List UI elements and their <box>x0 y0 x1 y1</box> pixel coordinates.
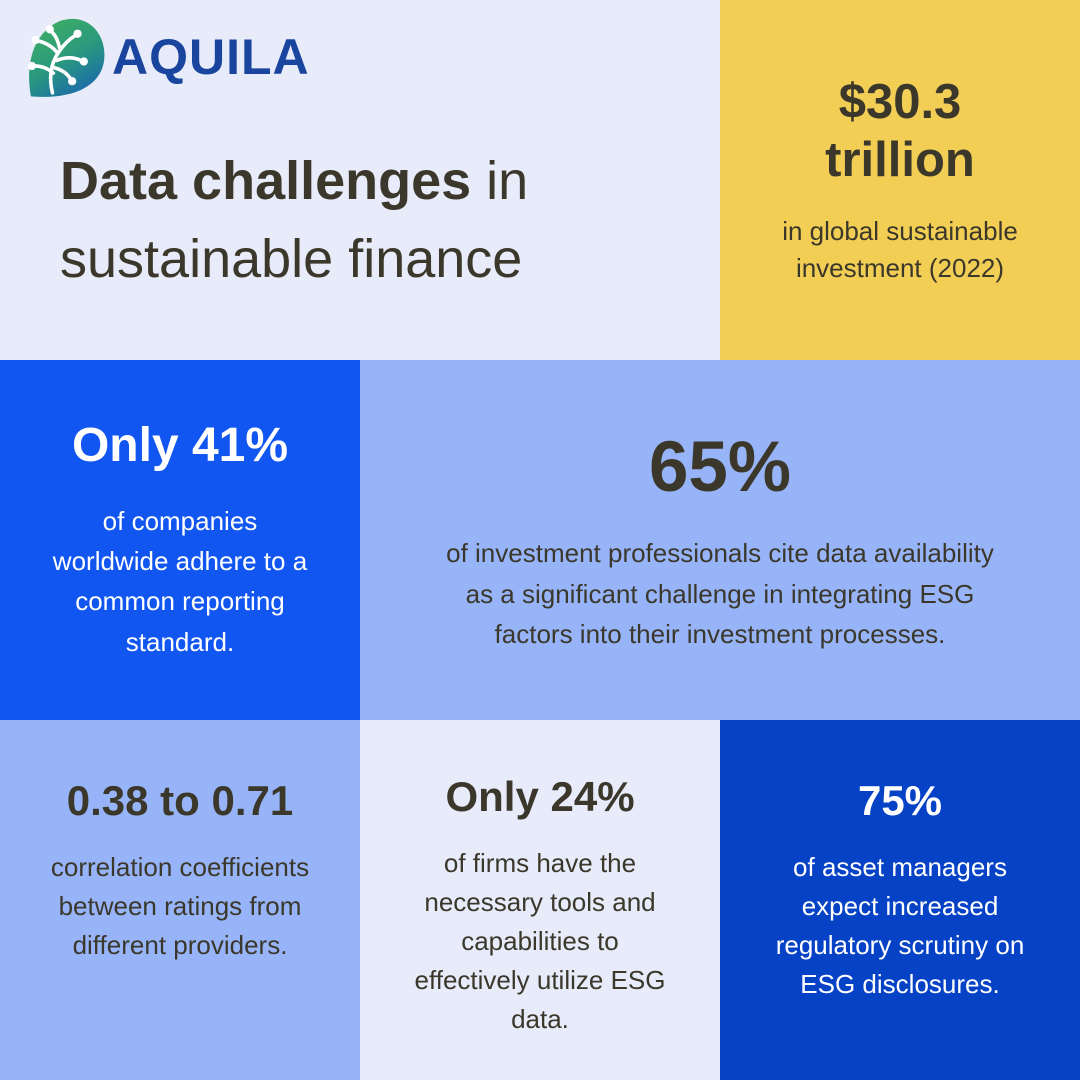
stat-description-investment: in global sustainable investment (2022) <box>782 216 1018 283</box>
stat-card-esg-tools: Only 24% of firms have the necessary too… <box>360 720 720 1080</box>
title-line-1: Data challenges in <box>60 151 528 211</box>
stat-value-reporting: Only 41% <box>71 419 289 473</box>
stat-value-correlation: 0.38 to 0.71 <box>66 777 294 824</box>
stat-description-availability: of investment professionals cite data av… <box>446 538 994 650</box>
leaf-nodes <box>27 25 88 86</box>
stat-value-tools: Only 24% <box>445 773 635 820</box>
brand-logo: AQUILA <box>22 14 310 100</box>
header-card: AQUILA Data challenges in sustainable fi… <box>0 0 720 360</box>
stat-description-tools: of firms have the necessary tools and ca… <box>414 847 666 1034</box>
leaf-branch-icon <box>27 18 105 97</box>
stat-card-rating-correlation: 0.38 to 0.71 correlation coefficients be… <box>0 720 360 1080</box>
stat-description-reporting: of companies worldwide adhere to a commo… <box>52 505 308 657</box>
title-line-2: sustainable finance <box>60 229 523 290</box>
stat-card-data-availability: 65% of investment professionals cite dat… <box>360 360 1080 720</box>
brand-name: AQUILA <box>112 29 310 85</box>
leaf-veins <box>32 30 83 95</box>
stat-value-availability: 65% <box>648 427 792 507</box>
stat-description-correlation: correlation coefficients between ratings… <box>50 851 310 960</box>
stat-card-global-investment: $30.3 trillion in global sustainable inv… <box>720 0 1080 360</box>
page-title: Data challenges in sustainable finance <box>60 142 528 299</box>
stat-card-reporting-standard: Only 41% of companies worldwide adhere t… <box>0 360 360 720</box>
stat-card-regulatory-scrutiny: 75% of asset managers expect increased r… <box>720 720 1080 1080</box>
stat-description-regulatory: of asset managers expect increased regul… <box>775 851 1025 999</box>
stat-value-investment: $30.3 trillion <box>825 74 975 187</box>
title-bold-segment: Data challenges <box>60 151 472 211</box>
title-regular-segment: in <box>471 151 529 211</box>
stat-value-regulatory: 75% <box>857 777 943 824</box>
